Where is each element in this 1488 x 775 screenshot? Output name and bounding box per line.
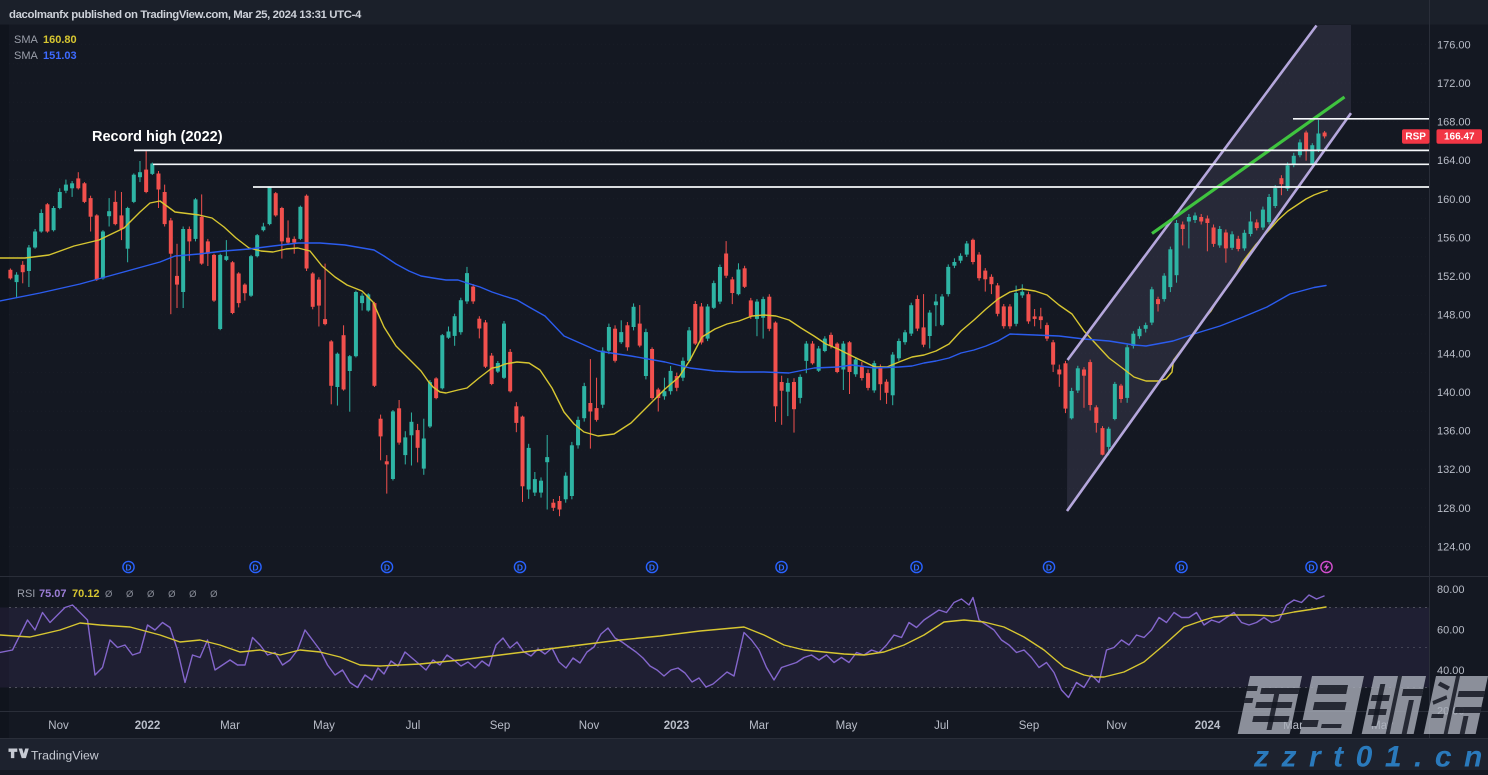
svg-text:152.00: 152.00 [1437,271,1471,283]
svg-text:40.00: 40.00 [1437,665,1465,677]
svg-text:Jul: Jul [934,720,949,732]
svg-text:Ø Ø Ø Ø Ø Ø: Ø Ø Ø Ø Ø Ø [105,589,223,600]
svg-text:D: D [1046,562,1052,572]
svg-text:148.00: 148.00 [1437,310,1471,322]
svg-text:dacolmanfx published on Tradin: dacolmanfx published on TradingView.com,… [9,9,362,21]
svg-text:SMA: SMA [14,34,39,46]
svg-text:D: D [384,562,390,572]
svg-text:D: D [1178,562,1184,572]
svg-text:168.00: 168.00 [1437,117,1471,129]
svg-text:132.00: 132.00 [1437,464,1471,476]
svg-text:136.00: 136.00 [1437,426,1471,438]
svg-text:70.12: 70.12 [72,588,100,600]
svg-text:124.00: 124.00 [1437,542,1471,554]
svg-text:164.00: 164.00 [1437,155,1471,167]
svg-text:SMA: SMA [14,50,39,62]
svg-text:Jul: Jul [406,720,421,732]
svg-text:Mar: Mar [220,720,240,732]
svg-text:zzrt01.cn: zzrt01.cn [1253,741,1488,771]
svg-text:2023: 2023 [664,720,690,732]
svg-text:2022: 2022 [135,720,161,732]
svg-text:80.00: 80.00 [1437,584,1465,596]
svg-text:Nov: Nov [1106,720,1127,732]
svg-text:60.00: 60.00 [1437,625,1465,637]
svg-text:160.80: 160.80 [43,34,77,46]
svg-text:Mar: Mar [749,720,769,732]
svg-text:D: D [517,562,523,572]
svg-text:Nov: Nov [48,720,69,732]
svg-text:May: May [836,720,858,732]
svg-text:Sep: Sep [490,720,510,732]
svg-text:RSP: RSP [1405,132,1426,143]
svg-text:75.07: 75.07 [39,588,67,600]
svg-text:May: May [313,720,335,732]
svg-text:D: D [125,562,131,572]
svg-text:D: D [252,562,258,572]
svg-text:144.00: 144.00 [1437,348,1471,360]
svg-text:Record high (2022): Record high (2022) [92,129,223,145]
svg-text:Nov: Nov [579,720,600,732]
svg-text:160.00: 160.00 [1437,194,1471,206]
svg-text:RSI: RSI [17,588,35,600]
svg-text:140.00: 140.00 [1437,387,1471,399]
svg-text:TradingView: TradingView [31,749,99,763]
svg-text:172.00: 172.00 [1437,78,1471,90]
svg-text:156.00: 156.00 [1437,233,1471,245]
svg-text:D: D [913,562,919,572]
svg-text:D: D [778,562,784,572]
svg-text:176.00: 176.00 [1437,39,1471,51]
svg-text:151.03: 151.03 [43,50,77,62]
svg-text:D: D [649,562,655,572]
svg-text:128.00: 128.00 [1437,503,1471,515]
svg-text:2024: 2024 [1195,720,1221,732]
svg-text:Sep: Sep [1019,720,1039,732]
svg-text:166.47: 166.47 [1444,132,1475,143]
svg-text:D: D [1308,562,1314,572]
